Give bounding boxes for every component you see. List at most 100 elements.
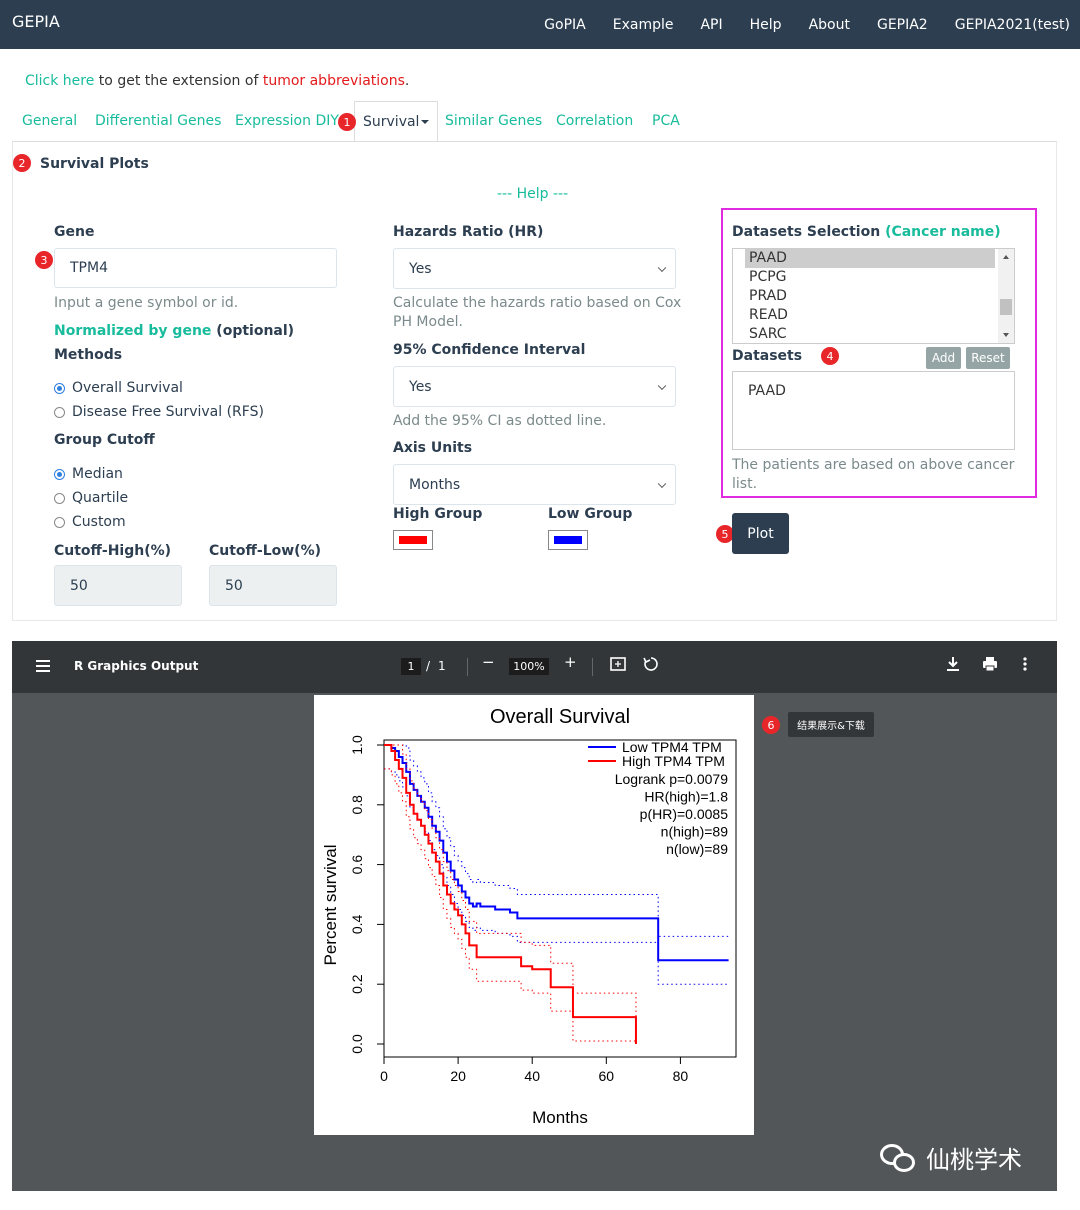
normalized-link[interactable]: Normalized by gene (54, 323, 212, 339)
tab-similar-genes[interactable]: Similar Genes (445, 113, 543, 129)
cutoff-high-label: Cutoff-High(%) (54, 543, 172, 559)
nav-about[interactable]: About (808, 16, 850, 33)
page-separator: / (426, 659, 431, 673)
nav-api[interactable]: API (700, 16, 723, 33)
legend-label: High TPM4 TPM (622, 753, 725, 769)
wechat-icon (880, 1142, 918, 1174)
toolbar-divider (592, 658, 593, 676)
watermark-text: 仙桃学术 (926, 1146, 1022, 1174)
radio-disease-free-survival[interactable]: Disease Free Survival (RFS) (54, 404, 264, 420)
click-here-link[interactable]: Click here (25, 73, 95, 89)
zoom-out-icon[interactable]: − (482, 653, 495, 671)
datasets-textarea[interactable]: PAAD (732, 371, 1015, 450)
more-options-icon[interactable] (1022, 655, 1028, 677)
download-icon[interactable] (945, 655, 961, 677)
gene-label: Gene (54, 224, 95, 240)
tab-expression-diy[interactable]: Expression DIY (235, 113, 349, 129)
scroll-up-icon[interactable] (1003, 255, 1009, 259)
radio-quartile[interactable]: Quartile (54, 490, 128, 506)
datasets-label: Datasets (732, 348, 803, 364)
radio-unchecked-icon (54, 516, 65, 528)
low-group-color-picker[interactable] (548, 530, 588, 550)
print-icon[interactable] (981, 655, 999, 677)
tab-differential-genes[interactable]: Differential Genes (95, 113, 222, 129)
plot-button[interactable]: Plot (732, 513, 789, 554)
nav-help[interactable]: Help (749, 16, 782, 33)
y-tick-label: 0.4 (349, 914, 365, 934)
nav-gepia2[interactable]: GEPIA2 (876, 16, 928, 33)
cutoff-high-input[interactable]: 50 (54, 565, 182, 606)
cutoff-high-value: 50 (70, 577, 88, 594)
annotation-badge-4: 4 (821, 347, 839, 365)
cutoff-low-value: 50 (225, 577, 243, 594)
pdf-page: Overall Survival Months Percent survival… (314, 695, 754, 1135)
x-tick-label: 0 (380, 1068, 388, 1084)
scroll-down-icon[interactable] (1003, 333, 1009, 337)
axis-units-select[interactable]: Months (393, 464, 676, 505)
radio-overall-survival-label: Overall Survival (72, 380, 183, 396)
annotation-badge-2: 2 (13, 154, 31, 172)
tab-survival[interactable]: Survival (354, 101, 439, 142)
legend-label: Low TPM4 TPM (622, 739, 722, 755)
axis-units-label: Axis Units (393, 440, 473, 456)
x-tick-label: 20 (450, 1068, 466, 1084)
gene-input[interactable]: TPM4 (54, 248, 337, 288)
y-tick-label: 0.6 (349, 855, 365, 875)
low-group-label: Low Group (548, 506, 633, 522)
confidence-interval-select[interactable]: Yes (393, 366, 676, 407)
nav-example[interactable]: Example (612, 16, 674, 33)
hazards-ratio-select[interactable]: Yes (393, 248, 676, 289)
cutoff-low-input[interactable]: 50 (209, 565, 337, 606)
zoom-level-input[interactable]: 100% (509, 658, 549, 675)
radio-unchecked-icon (54, 492, 65, 504)
brand-logo[interactable]: GEPIA (12, 12, 60, 31)
tumor-abbreviations-link[interactable]: tumor abbreviations (262, 73, 405, 89)
fit-page-icon[interactable] (609, 655, 627, 677)
rotate-icon[interactable] (642, 655, 660, 677)
add-button[interactable]: Add (926, 347, 961, 369)
confidence-band-upper (384, 744, 729, 937)
nav-gopia[interactable]: GoPIA (544, 16, 586, 33)
dataset-option-sarc[interactable]: SARC (749, 326, 787, 342)
radio-custom[interactable]: Custom (54, 514, 126, 530)
zoom-in-icon[interactable]: + (564, 653, 577, 671)
nav-gepia2021[interactable]: GEPIA2021(test) (954, 16, 1070, 33)
dataset-option-prad[interactable]: PRAD (749, 288, 787, 304)
radio-unchecked-icon (54, 406, 65, 418)
radio-checked-icon (54, 382, 65, 394)
survival-panel (12, 141, 1057, 621)
scroll-thumb[interactable] (1000, 299, 1012, 315)
help-link[interactable]: --- Help --- (497, 186, 569, 202)
listbox-scrollbar[interactable] (998, 249, 1014, 343)
radio-custom-label: Custom (72, 514, 126, 530)
datasets-listbox[interactable]: PAAD PCPG PRAD READ SARC (732, 248, 1015, 344)
axis-units-value: Months (409, 476, 461, 493)
tab-general[interactable]: General (22, 113, 78, 129)
cancer-name-link[interactable]: (Cancer name) (885, 224, 1001, 240)
tab-correlation[interactable]: Correlation (556, 113, 634, 129)
viewer-title: R Graphics Output (74, 659, 199, 673)
menu-icon[interactable] (36, 660, 50, 675)
page-number-input[interactable]: 1 (401, 658, 421, 675)
y-tick-label: 0.2 (349, 974, 365, 994)
tab-pca[interactable]: PCA (652, 113, 680, 129)
chevron-down-icon (657, 381, 667, 390)
reset-button[interactable]: Reset (966, 347, 1010, 369)
radio-median[interactable]: Median (54, 466, 123, 482)
dataset-option-paad[interactable]: PAAD (745, 249, 995, 268)
dataset-option-read[interactable]: READ (749, 307, 788, 323)
hazards-ratio-label: Hazards Ratio (HR) (393, 224, 544, 240)
radio-overall-survival[interactable]: Overall Survival (54, 380, 183, 396)
y-tick-label: 0.0 (349, 1034, 365, 1054)
survival-curve-high (384, 744, 637, 1044)
dataset-option-pcpg[interactable]: PCPG (749, 269, 787, 285)
survival-chart: Overall Survival Months Percent survival… (321, 706, 737, 1127)
x-tick-label: 60 (599, 1068, 615, 1084)
chart-title: Overall Survival (490, 706, 630, 728)
high-group-color-picker[interactable] (393, 530, 433, 550)
notice-text: to get the extension of (94, 73, 263, 89)
optional-text: (optional) (211, 323, 295, 339)
high-group-label: High Group (393, 506, 483, 522)
annotation-badge-3: 3 (35, 251, 53, 269)
datasets-selection-label: Datasets Selection (Cancer name) (732, 224, 1001, 240)
